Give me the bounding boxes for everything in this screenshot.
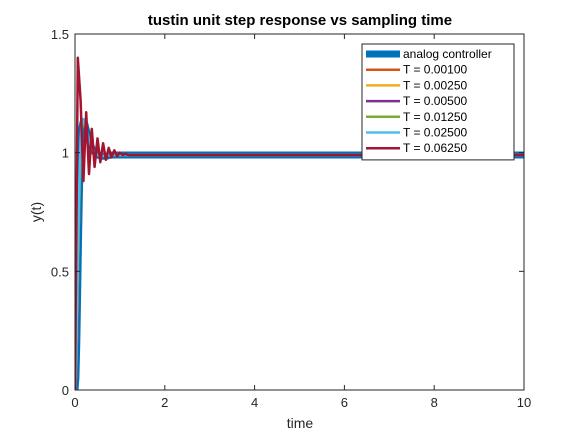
x-tick-label: 4 (251, 395, 258, 410)
x-tick-label: 10 (517, 395, 531, 410)
axes-frame (74, 33, 525, 391)
series-layer (75, 56, 524, 390)
ticks-layer: 0 2 4 6 8 10 0 0.5 1 1.5 (51, 27, 531, 410)
y-tick-label: 1 (62, 146, 69, 161)
legend-entry: analog controller (403, 47, 492, 61)
y-tick-label: 0 (62, 383, 69, 398)
series-line-6 (75, 56, 524, 390)
y-tick-label: 1.5 (51, 27, 69, 42)
legend-entry: T = 0.02500 (403, 126, 467, 140)
legend-entry: T = 0.06250 (403, 141, 467, 155)
legend-entry: T = 0.00500 (403, 94, 467, 108)
chart-title: tustin unit step response vs sampling ti… (148, 12, 452, 29)
x-tick-label: 2 (161, 395, 168, 410)
legend-entry: T = 0.00250 (403, 78, 467, 92)
x-tick-label: 0 (71, 395, 78, 410)
x-tick-label: 8 (431, 395, 438, 410)
legend-entry: T = 0.00100 (403, 63, 467, 77)
series-group (75, 56, 524, 390)
x-axis-label: time (287, 415, 314, 431)
x-tick-label: 6 (341, 395, 348, 410)
legend-entry: T = 0.01250 (403, 110, 467, 124)
y-axis-label: y(t) (28, 202, 44, 222)
y-tick-label: 0.5 (51, 264, 69, 279)
